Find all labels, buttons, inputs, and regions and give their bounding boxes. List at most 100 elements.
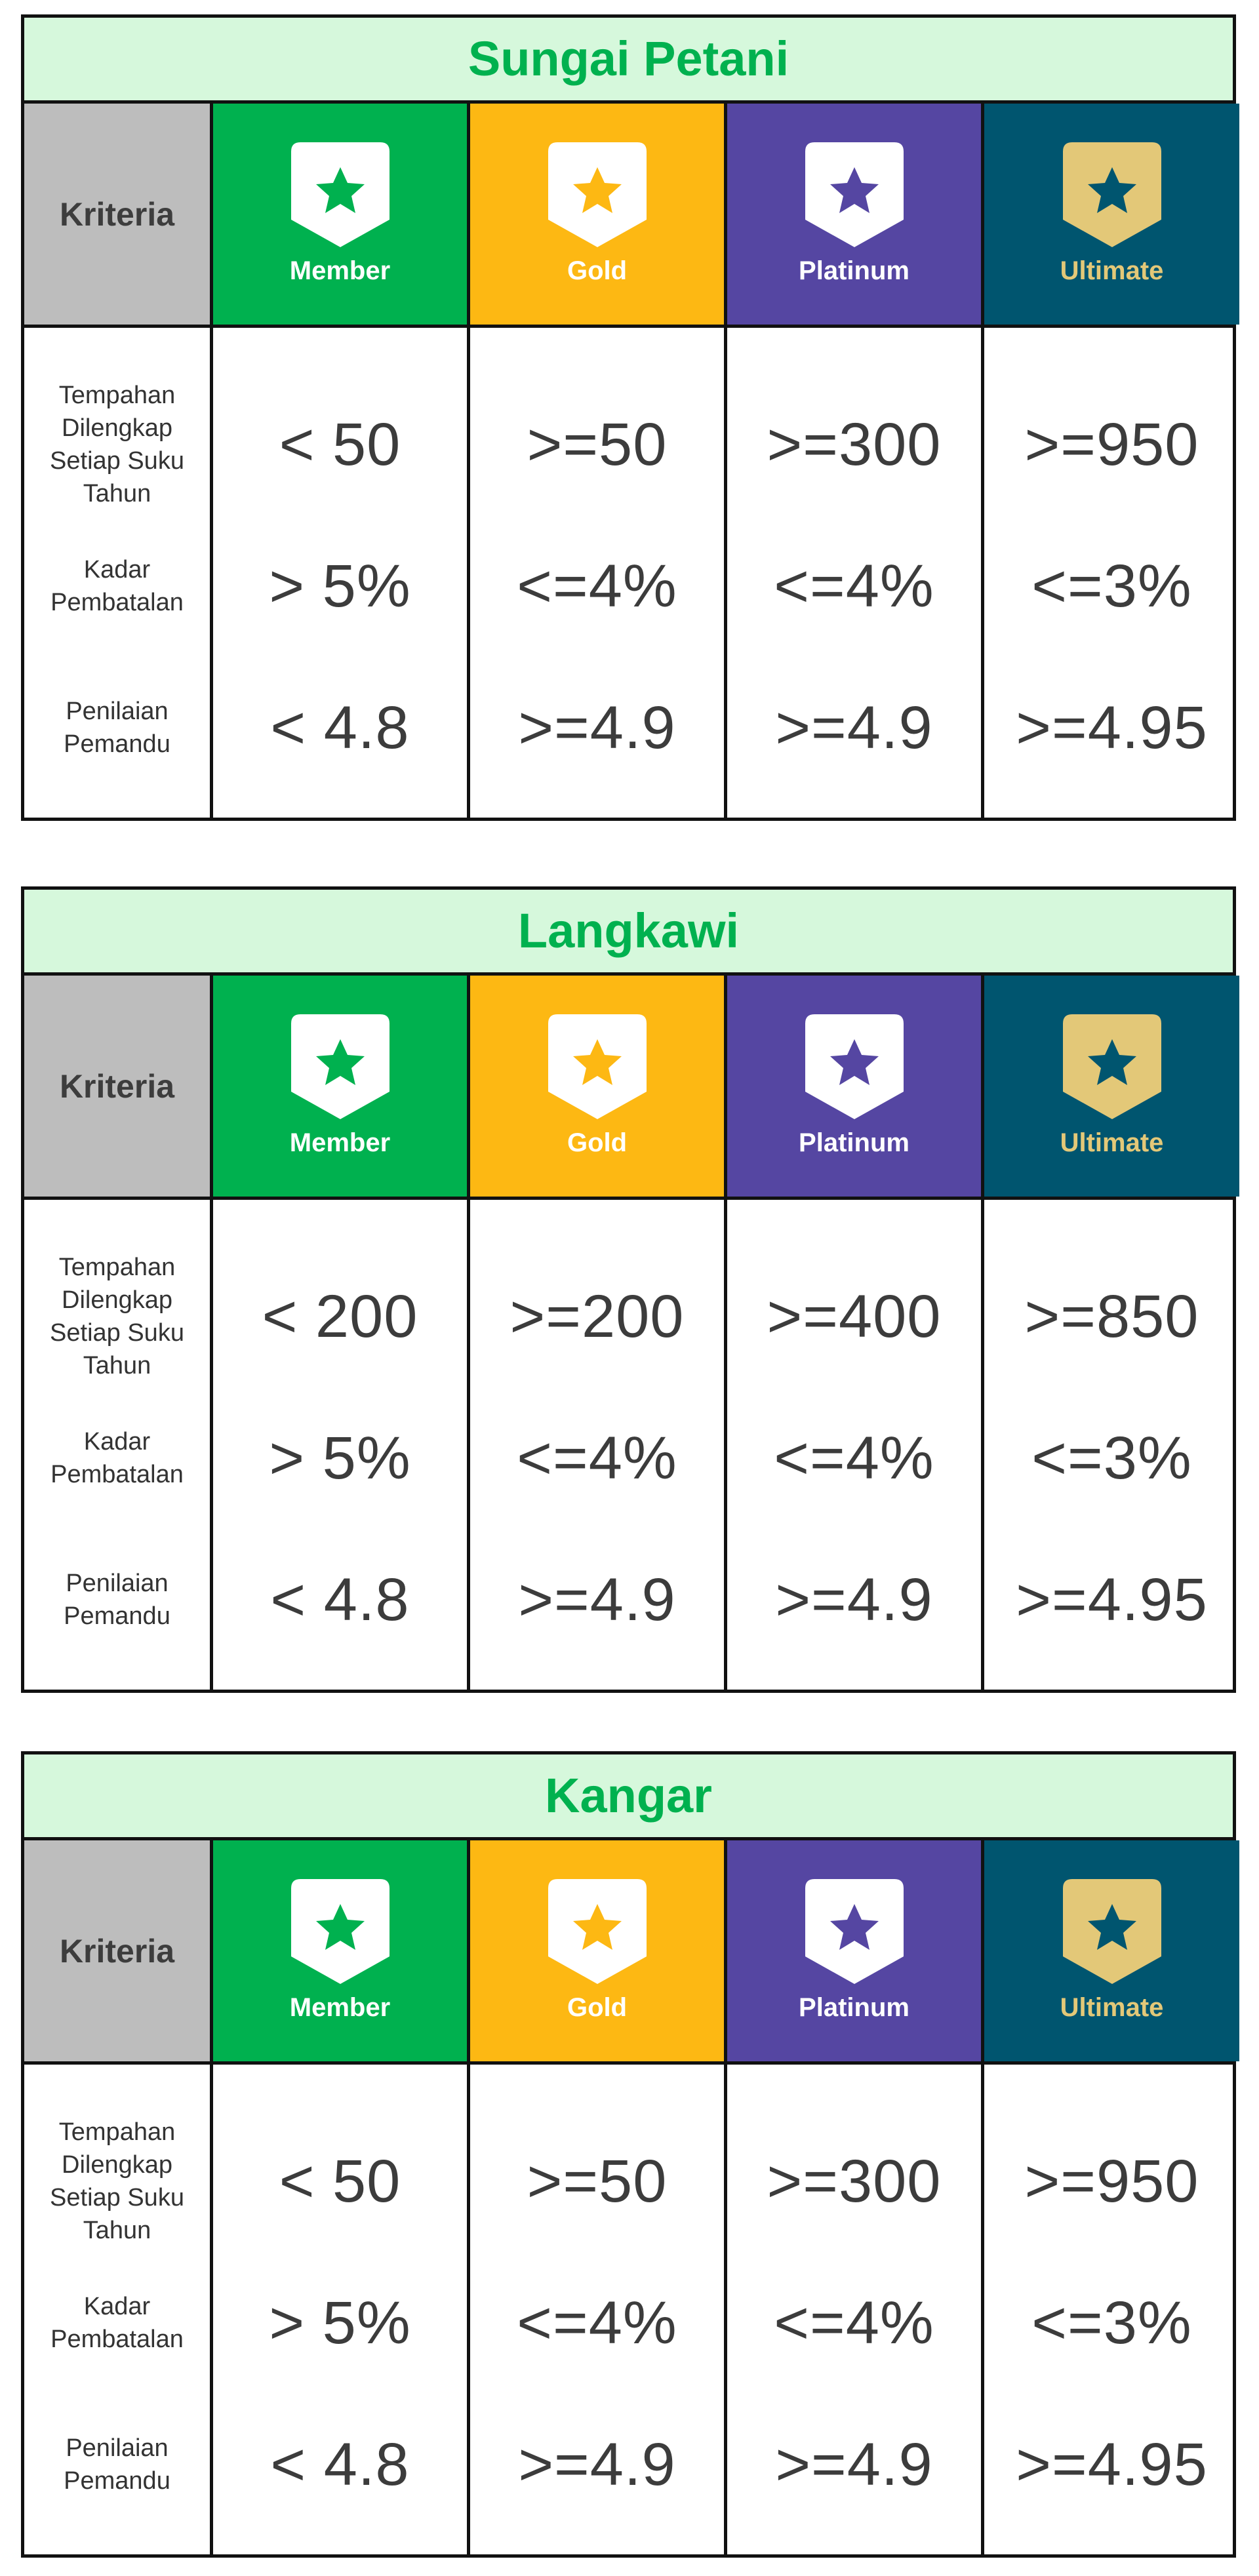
- tier-member: Member: [210, 104, 467, 325]
- tier-header-row: Kriteria Member Gold Platinum Ultimate: [21, 1840, 1239, 2065]
- gold-column: >=50 <=4% >=4.9: [467, 2065, 724, 2554]
- star-badge-icon: [290, 1879, 390, 1984]
- tier-header-row: Kriteria Member Gold Platinum Ultimate: [21, 976, 1239, 1200]
- tier-ultimate: Ultimate: [981, 1840, 1239, 2061]
- platinum-column: >=400 <=4% >=4.9: [724, 1200, 981, 1690]
- value-cell: >=4.95: [1016, 2430, 1208, 2498]
- criteria-header: Kriteria: [24, 1840, 210, 2061]
- value-cell: >=850: [1024, 1282, 1199, 1350]
- value-cell: <=4%: [774, 1424, 934, 1492]
- value-cell: <=3%: [1031, 2289, 1192, 2356]
- platinum-column: >=300 <=4% >=4.9: [724, 328, 981, 818]
- member-column: < 200 > 5% < 4.8: [210, 1200, 467, 1690]
- member-column: < 50 > 5% < 4.8: [210, 2065, 467, 2554]
- tier-label: Gold: [567, 1128, 628, 1157]
- star-badge-icon: [290, 1014, 390, 1119]
- criteria-label: Tempahan Dilengkap Setiap Suku Tahun: [50, 1254, 184, 1379]
- tier-header-row: Kriteria Member Gold Platinum Ultimate: [21, 104, 1239, 328]
- tier-member: Member: [210, 1840, 467, 2061]
- tier-label: Platinum: [799, 1128, 909, 1157]
- value-cell: <=4%: [517, 552, 677, 620]
- tier-label: Member: [289, 1993, 391, 2022]
- table-title-row: Kangar: [21, 1751, 1236, 1840]
- value-cell: <=4%: [774, 552, 934, 620]
- table-title: Kangar: [545, 1768, 712, 1823]
- criteria-label: Kadar Pembatalan: [50, 2293, 184, 2353]
- table-title-row: Sungai Petani: [21, 14, 1236, 104]
- criteria-column: Tempahan Dilengkap Setiap Suku Tahun Kad…: [24, 2065, 210, 2554]
- table-title: Langkawi: [517, 903, 740, 958]
- value-cell: >=4.9: [775, 2430, 933, 2498]
- criteria-label: Kadar Pembatalan: [50, 1428, 184, 1488]
- tier-gold: Gold: [467, 976, 724, 1197]
- gold-column: >=200 <=4% >=4.9: [467, 1200, 724, 1690]
- criteria-header: Kriteria: [24, 104, 210, 325]
- ultimate-column: >=850 <=3% >=4.95: [981, 1200, 1239, 1690]
- value-cell: < 4.8: [270, 694, 410, 761]
- value-cell: < 4.8: [270, 2430, 410, 2498]
- gold-column: >=50 <=4% >=4.9: [467, 328, 724, 818]
- star-badge-icon: [1062, 1879, 1161, 1984]
- value-cell: >=4.9: [775, 1566, 933, 1633]
- tier-label: Member: [289, 256, 391, 285]
- tier-gold: Gold: [467, 1840, 724, 2061]
- tier-table-kangar: Kangar Kriteria Member Gold Platinum Ult…: [21, 1751, 1239, 2558]
- value-cell: <=4%: [517, 1424, 677, 1492]
- value-cell: >=300: [767, 2147, 942, 2215]
- criteria-label: Kadar Pembatalan: [50, 556, 184, 616]
- table-title-row: Langkawi: [21, 886, 1236, 976]
- star-badge-icon: [805, 1879, 904, 1984]
- star-badge-icon: [290, 142, 390, 247]
- tier-ultimate: Ultimate: [981, 104, 1239, 325]
- value-cell: >=4.95: [1016, 1566, 1208, 1633]
- tier-table-langkawi: Langkawi Kriteria Member Gold Platinum U…: [21, 886, 1239, 1693]
- value-cell: >=50: [527, 410, 668, 478]
- criteria-column: Tempahan Dilengkap Setiap Suku Tahun Kad…: [24, 1200, 210, 1690]
- value-cell: < 4.8: [270, 1566, 410, 1633]
- tier-gold: Gold: [467, 104, 724, 325]
- star-badge-icon: [1062, 1014, 1161, 1119]
- tier-member: Member: [210, 976, 467, 1197]
- tier-label: Platinum: [799, 1993, 909, 2022]
- star-badge-icon: [548, 142, 647, 247]
- value-cell: >=4.95: [1016, 694, 1208, 761]
- value-cell: >=300: [767, 410, 942, 478]
- value-cell: <=3%: [1031, 552, 1192, 620]
- member-column: < 50 > 5% < 4.8: [210, 328, 467, 818]
- criteria-body: Tempahan Dilengkap Setiap Suku Tahun Kad…: [21, 328, 1236, 821]
- ultimate-column: >=950 <=3% >=4.95: [981, 2065, 1239, 2554]
- tier-label: Platinum: [799, 256, 909, 285]
- criteria-body: Tempahan Dilengkap Setiap Suku Tahun Kad…: [21, 2065, 1236, 2558]
- value-cell: >=4.9: [518, 694, 676, 761]
- value-cell: < 50: [279, 410, 401, 478]
- criteria-label: Penilaian Pemandu: [64, 2434, 170, 2495]
- star-badge-icon: [1062, 142, 1161, 247]
- star-badge-icon: [805, 142, 904, 247]
- value-cell: > 5%: [269, 1424, 411, 1492]
- value-cell: >=200: [510, 1282, 685, 1350]
- criteria-header: Kriteria: [24, 976, 210, 1197]
- criteria-label: Penilaian Pemandu: [64, 698, 170, 758]
- criteria-label: Tempahan Dilengkap Setiap Suku Tahun: [50, 2118, 184, 2244]
- criteria-label: Tempahan Dilengkap Setiap Suku Tahun: [50, 382, 184, 507]
- platinum-column: >=300 <=4% >=4.9: [724, 2065, 981, 2554]
- criteria-label: Penilaian Pemandu: [64, 1570, 170, 1630]
- tier-ultimate: Ultimate: [981, 976, 1239, 1197]
- value-cell: > 5%: [269, 2289, 411, 2356]
- tier-platinum: Platinum: [724, 976, 981, 1197]
- value-cell: < 50: [279, 2147, 401, 2215]
- value-cell: <=4%: [517, 2289, 677, 2356]
- value-cell: <=4%: [774, 2289, 934, 2356]
- tier-platinum: Platinum: [724, 104, 981, 325]
- value-cell: >=4.9: [775, 694, 933, 761]
- value-cell: >=4.9: [518, 1566, 676, 1633]
- tier-label: Ultimate: [1060, 1993, 1164, 2022]
- value-cell: >=50: [527, 2147, 668, 2215]
- value-cell: >=400: [767, 1282, 942, 1350]
- tier-label: Gold: [567, 256, 628, 285]
- tier-label: Gold: [567, 1993, 628, 2022]
- star-badge-icon: [548, 1879, 647, 1984]
- tier-label: Ultimate: [1060, 1128, 1164, 1157]
- value-cell: <=3%: [1031, 1424, 1192, 1492]
- table-title: Sungai Petani: [468, 31, 789, 86]
